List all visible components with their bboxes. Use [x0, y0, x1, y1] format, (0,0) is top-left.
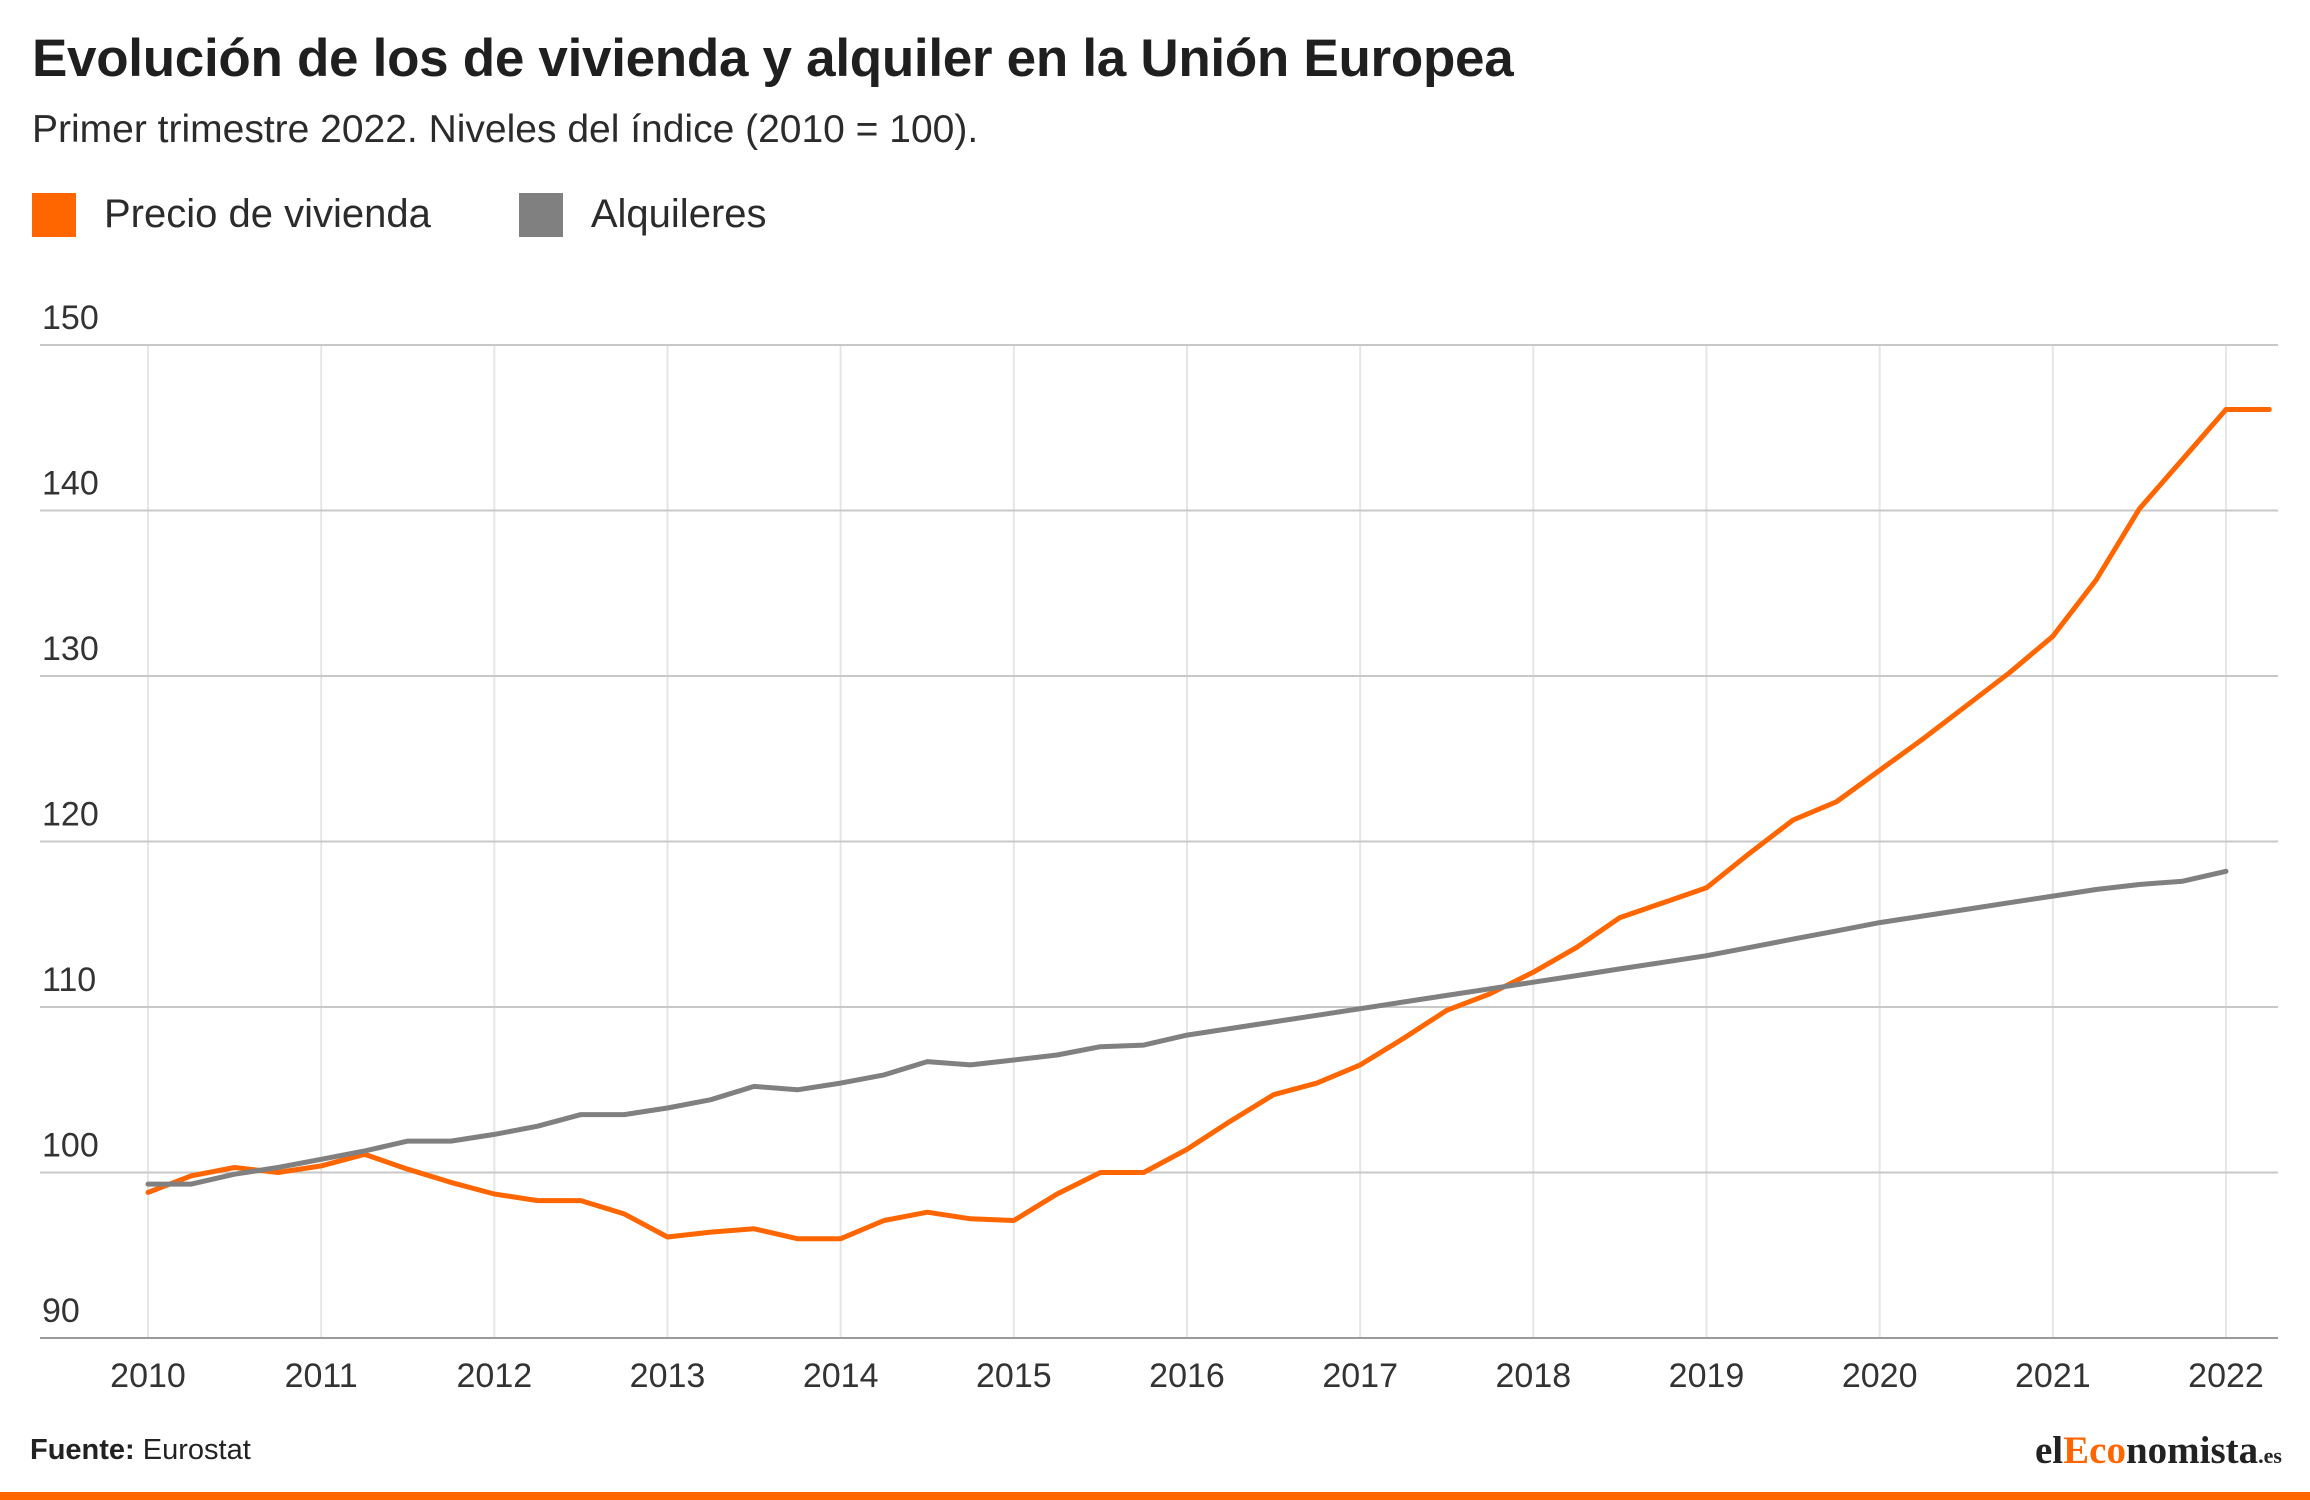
legend-label-vivienda: Precio de vivienda [104, 192, 431, 236]
brand-part-nomista: nomista [2125, 1429, 2259, 1472]
legend-item-alquileres: Alquileres [518, 192, 767, 237]
series-group [145, 407, 2272, 1242]
x-tick-label-2012: 2012 [457, 1357, 533, 1395]
x-tick-label-2010: 2010 [110, 1357, 186, 1395]
y-tick-label-130: 130 [42, 630, 99, 668]
grid-lines [40, 344, 2278, 1339]
x-tick-label-2020: 2020 [1842, 1357, 1918, 1395]
legend-swatch-alquileres [518, 192, 563, 237]
source-value: Eurostat [142, 1434, 251, 1466]
x-tick-label-2013: 2013 [630, 1357, 706, 1395]
source-label: Fuente: [30, 1434, 135, 1466]
legend-swatch-vivienda [32, 192, 76, 237]
source-note: Fuente: Eurostat [30, 1434, 251, 1467]
y-tick-label-120: 120 [42, 796, 99, 834]
x-tick-label-2022: 2022 [2188, 1357, 2264, 1395]
series-line-vivienda [145, 407, 2272, 1242]
x-tick-label-2021: 2021 [2015, 1357, 2091, 1395]
legend-item-vivienda: Precio de vivienda [32, 192, 431, 237]
chart-title: Evolución de los de vivienda y alquiler … [32, 29, 1514, 88]
y-tick-label-150: 150 [42, 299, 99, 337]
y-tick-label-110: 110 [42, 961, 96, 999]
y-tick-label-100: 100 [42, 1127, 99, 1165]
x-tick-label-2017: 2017 [1322, 1357, 1398, 1395]
y-tick-label-90: 90 [42, 1292, 80, 1330]
legend: Precio de vivienda Alquileres [32, 192, 855, 237]
y-axis-ticks: 90 100 110 120 130 140 150 [42, 299, 99, 1330]
x-tick-label-2014: 2014 [803, 1357, 879, 1395]
brand-part-el: el [2035, 1429, 2064, 1472]
legend-label-alquileres: Alquileres [590, 192, 767, 236]
x-tick-label-2011: 2011 [285, 1357, 358, 1395]
x-tick-label-2019: 2019 [1669, 1357, 1745, 1395]
y-tick-label-140: 140 [42, 465, 99, 503]
x-tick-label-2018: 2018 [1496, 1357, 1572, 1395]
chart-subtitle: Primer trimestre 2022. Niveles del índic… [32, 108, 979, 151]
brand-part-eco: Eco [2063, 1429, 2126, 1472]
brand-tld: .es [2258, 1443, 2282, 1468]
x-tick-label-2015: 2015 [976, 1357, 1052, 1395]
series-line-alquileres [145, 868, 2229, 1187]
x-axis-ticks: 2010 2011 2012 2013 2014 2015 2016 2017 2018 2019… [110, 1357, 2264, 1395]
brand-logo: elEconomista.es [2035, 1428, 2282, 1473]
x-tick-label-2016: 2016 [1149, 1357, 1225, 1395]
bottom-accent-bar [0, 1492, 2310, 1500]
